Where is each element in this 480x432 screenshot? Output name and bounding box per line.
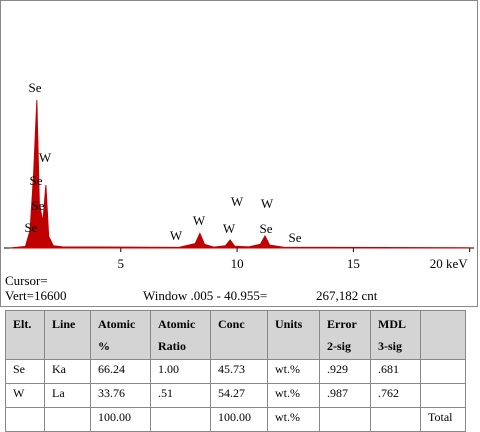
table-cell: .51 <box>150 383 211 408</box>
cell-line: MDL <box>378 317 406 331</box>
cell-line: Atomic <box>158 317 196 331</box>
table-cell: La <box>44 383 91 408</box>
spectrum-panel: Cursor= Vert=16600 Window .005 - 40.955=… <box>0 0 478 307</box>
x-tick-label: 10 <box>231 256 244 271</box>
table-cell: 66.24 <box>90 359 151 384</box>
peak-label: Se <box>29 80 42 95</box>
peak-label: Se <box>289 230 302 245</box>
peak-label: Se <box>260 221 273 236</box>
peak-label: W <box>223 221 236 236</box>
table-cell: 100.00 <box>90 407 151 432</box>
peak-label: W <box>231 194 244 209</box>
table-cell <box>44 407 91 432</box>
table-cell: Error 2-sig <box>319 310 371 360</box>
peak-label: W <box>39 150 52 165</box>
cell-line: Error <box>327 317 357 331</box>
table-cell: 54.27 <box>210 383 268 408</box>
table-cell: Conc <box>210 310 268 360</box>
table-cell: 1.00 <box>150 359 211 384</box>
cell-line: Atomic <box>98 317 136 331</box>
table-cell <box>5 407 45 432</box>
table-cell: Se <box>5 359 45 384</box>
table-cell <box>420 310 466 360</box>
table-cell: wt.% <box>267 359 320 384</box>
table-cell: .929 <box>319 359 371 384</box>
cell-line: % <box>98 339 110 353</box>
table-row: 100.00 100.00 wt.% Total <box>5 407 466 432</box>
window-label: Window .005 - 40.955= <box>143 288 267 303</box>
cell-line: Ratio <box>158 339 186 353</box>
table-cell <box>319 407 371 432</box>
peak-label: W <box>170 228 183 243</box>
table-cell: Atomic% <box>90 310 151 360</box>
table-cell: .762 <box>370 383 421 408</box>
peak-label: Se <box>30 173 43 188</box>
x-tick-label: 15 <box>347 256 360 271</box>
table-cell: Ka <box>44 359 91 384</box>
peak-label: W <box>261 196 274 211</box>
peak-label: Se <box>32 198 45 213</box>
x-tick-label: 5 <box>118 256 125 271</box>
cursor-label: Cursor= <box>5 273 48 288</box>
table-row: Se Ka 66.24 1.00 45.73 wt.% .929.681 <box>5 359 466 384</box>
table-cell: Total <box>420 407 466 432</box>
table-row: Elt. Line Atomic% Atomic Ratio Conc Units Error… <box>5 310 466 360</box>
table-cell: 33.76 <box>90 383 151 408</box>
table-cell: Units <box>267 310 320 360</box>
table-cell <box>150 407 211 432</box>
table-cell: MDL 3-sig <box>370 310 421 360</box>
cell-line: 3-sig <box>378 339 402 353</box>
cell-line: 2-sig <box>327 339 351 353</box>
table-cell: .987 <box>319 383 371 408</box>
table-cell: 45.73 <box>210 359 268 384</box>
table-cell <box>420 359 466 384</box>
vert-label: Vert=16600 <box>5 288 67 303</box>
panel-border <box>0 0 478 307</box>
table-cell: wt.% <box>267 383 320 408</box>
table-cell: Atomic Ratio <box>150 310 211 360</box>
table-cell <box>370 407 421 432</box>
peak-label: W <box>193 213 206 228</box>
table-cell: Elt. <box>5 310 45 360</box>
x-tick-label: 20 keV <box>430 256 469 271</box>
counts-label: 267,182 cnt <box>316 288 378 303</box>
table-cell: wt.% <box>267 407 320 432</box>
table-cell: W <box>5 383 45 408</box>
table-row: W La 33.76.51 54.27 wt.% .987.762 <box>5 383 466 408</box>
spectrum <box>9 100 471 249</box>
peak-label: Se <box>25 220 38 235</box>
table-cell: Line <box>44 310 91 360</box>
table-cell: .681 <box>370 359 421 384</box>
table-cell: 100.00 <box>210 407 268 432</box>
table-cell <box>420 383 466 408</box>
results-table: Elt. Line Atomic% Atomic Ratio Conc Units Error… <box>5 310 466 432</box>
